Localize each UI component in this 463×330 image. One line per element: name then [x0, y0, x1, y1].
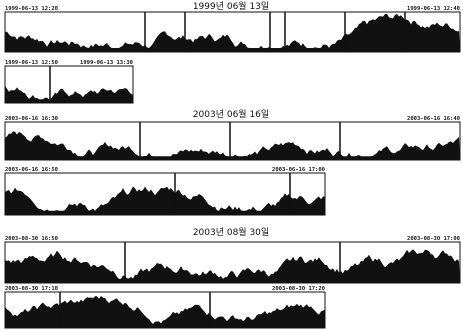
start-time: 2003-06-16 16:30	[5, 116, 58, 122]
strip	[5, 242, 460, 283]
start-time: 2003-06-16 16:50	[5, 167, 58, 173]
section-title: 1999년 06월 13일	[193, 0, 269, 12]
strip	[5, 122, 460, 160]
start-time: 1999-06-13 12:50	[5, 60, 58, 66]
end-time: 2003-08-30 17:20	[272, 286, 325, 292]
section-title: 2003년 06월 16일	[193, 108, 269, 120]
end-time: 2003-06-16 16:40	[407, 116, 460, 122]
strip	[5, 292, 325, 328]
end-time: 1999-06-13 12:40	[407, 6, 460, 12]
strip	[5, 12, 460, 52]
figure: 1999년 06월 13일 1999-06-13 12:20 1999-06-13 …	[0, 0, 463, 330]
end-time: 1999-06-13 13:30	[80, 60, 133, 66]
start-time: 1999-06-13 12:20	[5, 6, 58, 12]
section-title: 2003년 08월 30일	[193, 226, 269, 238]
end-time: 2003-08-30 17:00	[407, 236, 460, 242]
start-time: 2003-08-30 16:50	[5, 236, 58, 242]
strip	[5, 173, 325, 215]
strip	[5, 66, 133, 103]
end-time: 2003-06-16 17:00	[272, 167, 325, 173]
start-time: 2003-08-30 17:10	[5, 286, 58, 292]
